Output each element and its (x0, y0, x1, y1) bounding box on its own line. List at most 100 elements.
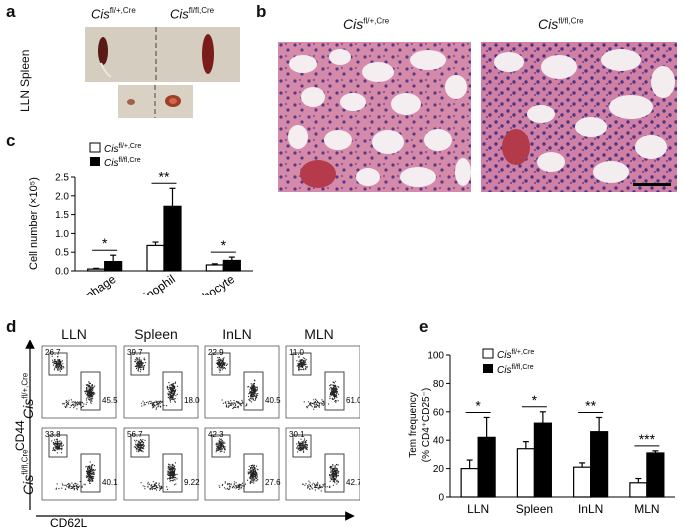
flow-event (139, 365, 142, 367)
flow-event (88, 467, 90, 469)
flow-event (138, 363, 140, 365)
flow-event (222, 360, 224, 362)
flow-event (251, 386, 253, 388)
flow-event (224, 368, 226, 370)
flow-plot: 11.0 61.0 (285, 345, 360, 419)
flow-event (305, 360, 307, 362)
gate-bottom-value: 61.0 (346, 396, 360, 405)
flow-event (300, 359, 302, 361)
flow-event (159, 489, 161, 491)
flow-event (175, 474, 177, 476)
flow-event (330, 479, 332, 481)
flow-event (150, 400, 152, 402)
flow-event (298, 447, 300, 449)
flow-event (335, 386, 337, 389)
flow-event (225, 402, 227, 404)
flow-event (329, 474, 331, 476)
flow-event (71, 482, 73, 484)
flow-event (86, 389, 88, 391)
flow-event (317, 402, 319, 404)
gate-cd44hi (48, 352, 68, 376)
flow-event (60, 443, 62, 445)
flow-event (313, 406, 315, 408)
flow-event (337, 400, 339, 402)
flow-event (302, 441, 304, 443)
flow-event (87, 398, 90, 400)
flow-event (223, 357, 225, 359)
flow-event (89, 475, 91, 477)
flow-event (135, 444, 137, 446)
flow-event (221, 399, 223, 401)
flow-event (313, 399, 315, 401)
flow-event (299, 449, 301, 451)
flow-event (158, 400, 160, 402)
flow-event (221, 442, 223, 444)
flow-event (62, 444, 65, 446)
flow-event (139, 447, 141, 449)
flow-event (171, 466, 173, 468)
flow-event (136, 359, 138, 361)
flow-event (218, 361, 221, 363)
flow-event (318, 404, 320, 406)
flow-event (168, 463, 170, 465)
flow-event (157, 406, 159, 408)
flow-event (167, 470, 169, 472)
flow-event (226, 363, 228, 365)
flow-event (333, 398, 335, 400)
flow-event (64, 484, 66, 486)
flow-event (55, 447, 57, 449)
flow-event (334, 469, 336, 471)
flow-event (88, 387, 90, 389)
flow-event (140, 445, 142, 447)
flow-event (235, 482, 237, 484)
flow-event (140, 360, 142, 362)
flow-event (76, 408, 78, 410)
flow-event (90, 465, 92, 468)
flow-xlabel-cd62l: CD62L (50, 516, 88, 527)
flow-event (335, 478, 337, 480)
flow-event (52, 442, 55, 444)
flow-event (93, 470, 95, 472)
flow-event (252, 474, 254, 476)
flow-event (173, 477, 175, 479)
flow-event (65, 488, 67, 490)
flow-event (155, 402, 158, 404)
flow-event (153, 487, 155, 490)
flow-event (217, 449, 219, 451)
flow-event (90, 470, 92, 472)
flow-event (88, 389, 90, 391)
flow-event (174, 381, 177, 383)
flow-event (53, 443, 55, 445)
flow-event (331, 476, 333, 478)
flow-event (304, 364, 306, 366)
gate-bottom-value: 40.5 (265, 396, 281, 405)
flow-event (309, 482, 311, 484)
panel-a-letter: a (6, 2, 16, 21)
gate-top-value: 22.9 (208, 348, 224, 357)
flow-event (219, 486, 221, 488)
flow-event (312, 482, 314, 484)
flow-event (59, 370, 62, 372)
flow-event (248, 473, 250, 475)
flow-event (233, 487, 235, 489)
category-label: LLN (467, 502, 489, 516)
e-legend-swatch-ko (483, 364, 493, 373)
flow-event (253, 471, 256, 473)
flow-event (153, 404, 155, 406)
flow-event (315, 398, 317, 400)
flow-event (167, 473, 169, 475)
flow-event (305, 483, 307, 485)
flow-event (220, 445, 222, 447)
flow-event (68, 401, 70, 403)
flow-event (254, 389, 256, 391)
flow-event (252, 383, 254, 385)
flow-event (253, 465, 255, 467)
flow-event (75, 402, 77, 404)
flow-event (215, 443, 217, 445)
flow-event (169, 464, 171, 466)
flow-event (252, 386, 254, 388)
flow-event (247, 471, 249, 473)
flow-event (306, 365, 308, 368)
flow-event (333, 382, 336, 384)
flow-event (333, 467, 335, 469)
